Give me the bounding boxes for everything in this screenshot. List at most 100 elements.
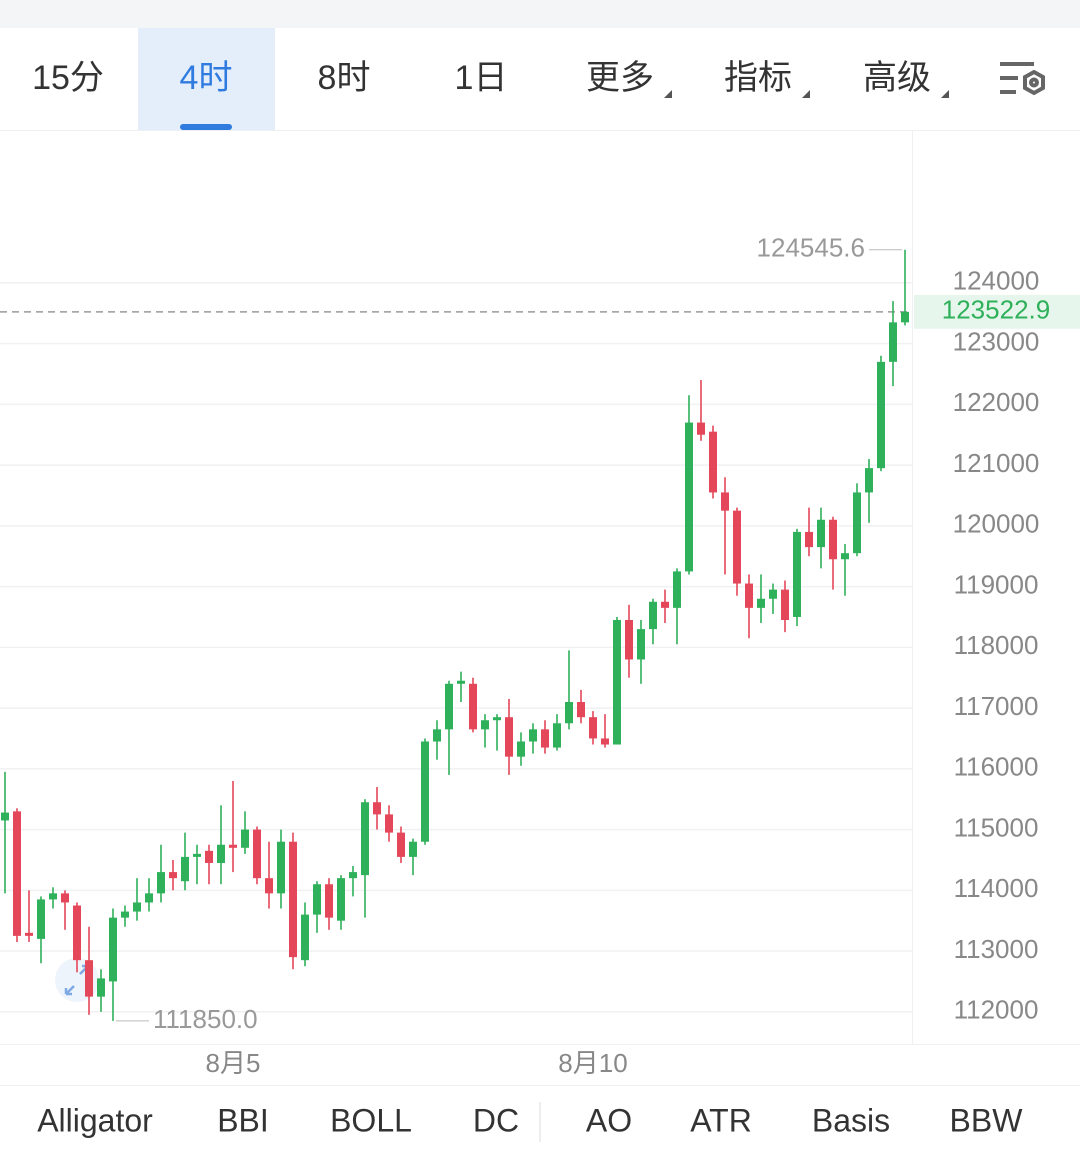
candle-body (97, 978, 105, 997)
candle-body (445, 683, 453, 730)
y-tick-label: 114000 (954, 873, 1039, 903)
low-label: 111850.0 (153, 1004, 258, 1034)
candle-body (685, 422, 693, 572)
candle-body (565, 702, 573, 724)
candle-body (625, 619, 633, 660)
dropdown-caret (802, 90, 810, 98)
y-tick-label: 122000 (953, 387, 1040, 417)
candle-body (601, 738, 609, 745)
tab[interactable]: 更多 (586, 59, 654, 97)
candle-body (829, 519, 837, 560)
candle-body (241, 829, 249, 848)
candle-body (541, 729, 549, 748)
active-tab-indicator (180, 124, 232, 130)
tab[interactable]: 4时 (180, 59, 233, 97)
candle-body (769, 589, 777, 599)
candle-body (133, 902, 141, 912)
candle-body (109, 917, 117, 982)
y-tick-label: 112000 (954, 995, 1039, 1025)
candle-body (781, 589, 789, 620)
candle-body (493, 717, 501, 721)
candle-body (409, 841, 417, 857)
settings-icon[interactable] (1000, 62, 1045, 96)
x-tick-label: 8月10 (558, 1048, 627, 1078)
indicator[interactable]: BBW (950, 1102, 1024, 1138)
candle-body (721, 492, 729, 511)
last-price-label: 123522.9 (942, 295, 1050, 325)
candle-body (229, 844, 237, 848)
candle-body (553, 723, 561, 748)
tab[interactable]: 高级 (863, 59, 931, 97)
candle-body (85, 960, 93, 997)
candle-body (901, 311, 909, 323)
indicator[interactable]: ATR (690, 1102, 752, 1138)
candle-body (529, 729, 537, 742)
x-tick-label: 8月5 (206, 1048, 261, 1078)
candle-body (505, 717, 513, 757)
candle-body (13, 811, 21, 936)
candle-body (421, 741, 429, 842)
candle-body (313, 884, 321, 915)
candle-body (373, 802, 381, 815)
candle-body (217, 844, 225, 863)
dropdown-caret (941, 90, 949, 98)
candle-body (853, 492, 861, 554)
candle-body (841, 553, 849, 560)
candle-body (49, 893, 57, 900)
indicator[interactable]: Alligator (37, 1102, 153, 1138)
indicator[interactable]: AO (586, 1102, 632, 1138)
candle-body (613, 619, 621, 745)
candle-body (193, 853, 201, 857)
candle-body (73, 905, 81, 961)
candle-body (469, 683, 477, 730)
tab[interactable]: 8时 (318, 59, 371, 97)
candle-body (265, 878, 273, 894)
tab[interactable]: 15分 (32, 59, 104, 97)
candle-body (637, 629, 645, 660)
status-strip (0, 0, 1080, 28)
candle-body (1, 812, 9, 821)
candle-body (697, 422, 705, 435)
candle-body (37, 899, 45, 939)
indicator[interactable]: Basis (812, 1102, 890, 1138)
candle-body (325, 884, 333, 918)
y-tick-label: 121000 (953, 448, 1040, 478)
active-tab-bg (138, 28, 275, 130)
last-price-box (914, 294, 1080, 329)
candle-body (673, 571, 681, 608)
candle-body (457, 680, 465, 684)
tab[interactable]: 指标 (724, 59, 792, 97)
candle-body (181, 856, 189, 882)
dropdown-caret (664, 90, 672, 98)
candle-body (145, 893, 153, 903)
candle-body (25, 932, 33, 936)
indicator[interactable]: DC (473, 1102, 519, 1138)
candle-body (709, 431, 717, 493)
candle-body (385, 814, 393, 833)
candle-body (253, 829, 261, 879)
candle-body (865, 468, 873, 493)
candle-body (661, 601, 669, 608)
indicator[interactable]: BOLL (330, 1102, 412, 1138)
candle-body (397, 832, 405, 857)
candle-body (577, 702, 585, 718)
y-tick-label: 123000 (953, 326, 1040, 356)
candle-body (169, 872, 177, 879)
y-tick-label: 115000 (954, 812, 1039, 842)
y-tick-label: 120000 (953, 509, 1040, 539)
y-tick-label: 116000 (954, 752, 1039, 782)
indicator[interactable]: BBI (217, 1102, 269, 1138)
candle-body (121, 911, 129, 918)
candle-body (745, 583, 753, 608)
candle-body (349, 872, 357, 879)
candle-body (805, 531, 813, 548)
candle-body (589, 717, 597, 739)
tab[interactable]: 1日 (455, 59, 508, 97)
candle-body (433, 729, 441, 742)
candle-body (205, 850, 213, 863)
y-tick-label: 124000 (953, 266, 1040, 296)
candle-body (157, 872, 165, 894)
candle-body (817, 519, 825, 548)
candle-body (733, 510, 741, 584)
